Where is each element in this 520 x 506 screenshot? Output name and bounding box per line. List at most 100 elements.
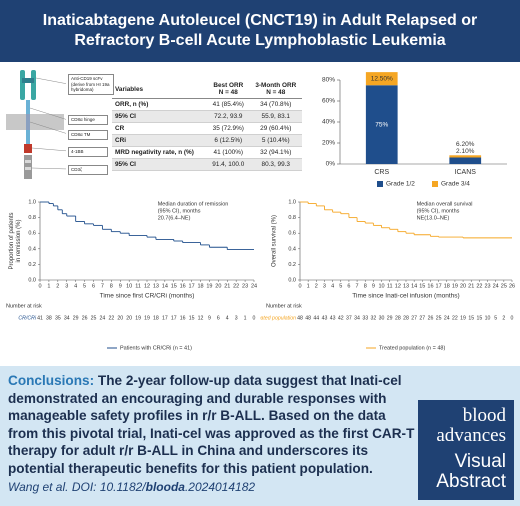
table-cell: ORR, n (%) bbox=[112, 98, 208, 111]
x-tick-label: 11 bbox=[387, 283, 393, 289]
header: Inaticabtagene Autoleucel (CNCT19) in Ad… bbox=[0, 0, 520, 62]
x-tick-label: 17 bbox=[189, 283, 195, 289]
table-cell: 80.3, 99.3 bbox=[249, 158, 302, 171]
legend-label: Patients with CR/CRi (n = 41) bbox=[120, 345, 192, 351]
scfv-heavy bbox=[20, 70, 25, 100]
table-row: CRi 6 (12.5%) 5 (10.4%) bbox=[112, 134, 302, 147]
itam bbox=[25, 160, 31, 163]
risk-count: 20 bbox=[126, 315, 132, 321]
bar-segment bbox=[365, 72, 398, 86]
risk-count: 19 bbox=[144, 315, 150, 321]
risk-count: 19 bbox=[460, 315, 466, 321]
risk-count: 29 bbox=[387, 315, 393, 321]
membrane bbox=[6, 114, 64, 130]
table-cell: 41 (100%) bbox=[207, 146, 250, 159]
x-tick-label: CRS bbox=[374, 169, 389, 176]
x-tick-label: 19 bbox=[206, 283, 212, 289]
x-tick-label: 12 bbox=[395, 283, 401, 289]
table-row: CR 35 (72.9%) 29 (60.4%) bbox=[112, 122, 302, 135]
y-tick-label: 0.0 bbox=[28, 277, 36, 283]
risk-count: 38 bbox=[46, 315, 52, 321]
chart: 0.00.20.40.60.81.00 1 2 3 4 5 6 7 8 9 10 11 12 13 14 15… bbox=[260, 199, 515, 351]
x-tick-label: 5 bbox=[83, 283, 86, 289]
x-tick-label: 13 bbox=[153, 283, 159, 289]
hinge bbox=[26, 100, 30, 114]
risk-count: 27 bbox=[419, 315, 425, 321]
table-cell: 29 (60.4%) bbox=[249, 122, 302, 135]
risk-count: 9 bbox=[208, 315, 211, 321]
y-tick-label: 80% bbox=[322, 77, 335, 84]
annotation: Median duration of remission bbox=[158, 201, 229, 207]
risk-count: 6 bbox=[217, 315, 220, 321]
risk-count: 24 bbox=[444, 315, 450, 321]
x-tick-label: 11 bbox=[135, 283, 141, 289]
risk-count: 25 bbox=[436, 315, 442, 321]
column-header: 3-Month ORR N = 48 bbox=[249, 80, 302, 99]
annotation: NE(13.0–NE) bbox=[417, 215, 450, 221]
leader bbox=[35, 77, 66, 84]
4-1bb-domain bbox=[24, 144, 32, 153]
y-tick-label: 0.2 bbox=[28, 262, 36, 268]
y-tick-label: 0.6 bbox=[28, 231, 36, 237]
x-tick-label: 0 bbox=[298, 283, 301, 289]
risk-count: 22 bbox=[452, 315, 458, 321]
value-label: 12.50% bbox=[371, 75, 393, 82]
y-tick-label: 1.0 bbox=[28, 199, 36, 205]
risk-count: 2 bbox=[502, 315, 505, 321]
x-tick-label: 6 bbox=[92, 283, 95, 289]
x-tick-label: 1 bbox=[307, 283, 310, 289]
leader bbox=[31, 167, 66, 170]
risk-count: 15 bbox=[468, 315, 474, 321]
chart: 0.00.20.40.60.81.00 1 2 3 4 5 6 7 8 9 10 11 12 13 14 15… bbox=[6, 199, 257, 351]
x-tick-label: 22 bbox=[233, 283, 239, 289]
risk-count: 15 bbox=[189, 315, 195, 321]
x-tick-label: 8 bbox=[364, 283, 367, 289]
risk-count: 4 bbox=[226, 315, 229, 321]
x-tick-label: 3 bbox=[65, 283, 68, 289]
leader bbox=[29, 107, 66, 120]
logo-tagline: Visual bbox=[454, 451, 506, 472]
legend-swatch bbox=[432, 181, 438, 187]
table-row: 95% CI 72.2, 93.9 55.9, 83.1 bbox=[112, 110, 302, 123]
risk-count: 37 bbox=[346, 315, 352, 321]
logo-brand: advances bbox=[436, 425, 506, 446]
bar-segment bbox=[449, 155, 482, 158]
legend-swatch bbox=[377, 181, 383, 187]
x-tick-label: 2 bbox=[56, 283, 59, 289]
risk-count: 33 bbox=[362, 315, 368, 321]
x-tick-label: 13 bbox=[403, 283, 409, 289]
table-cell: 35 (72.9%) bbox=[207, 122, 250, 135]
risk-count: 25 bbox=[91, 315, 97, 321]
linker bbox=[26, 130, 30, 144]
x-tick-label: 1 bbox=[47, 283, 50, 289]
y-tick-label: 60% bbox=[322, 98, 335, 105]
y-tick-label: 20% bbox=[322, 140, 335, 147]
risk-count: 42 bbox=[338, 315, 344, 321]
x-tick-label: 16 bbox=[427, 283, 433, 289]
x-tick-label: 3 bbox=[323, 283, 326, 289]
construct-label: CD3ζ bbox=[68, 165, 108, 175]
risk-count: 5 bbox=[494, 315, 497, 321]
y-axis-label-line: Proportion of patients bbox=[9, 212, 15, 269]
risk-count: 41 bbox=[37, 315, 43, 321]
annotation: (95% CI), months bbox=[417, 208, 460, 214]
x-tick-label: 7 bbox=[356, 283, 359, 289]
risk-count: 26 bbox=[82, 315, 88, 321]
risk-count: 34 bbox=[64, 315, 70, 321]
risk-count: 17 bbox=[162, 315, 168, 321]
column-header: Best ORR N = 48 bbox=[207, 80, 250, 99]
y-axis-label: Overall survival (%) bbox=[272, 215, 278, 267]
y-tick-label: 0.8 bbox=[28, 215, 36, 221]
construct-label: 4-1BB bbox=[68, 147, 108, 157]
citation-journal: blooda bbox=[145, 480, 185, 494]
title: Inaticabtagene Autoleucel (CNCT19) in Ad… bbox=[42, 12, 478, 49]
risk-count: 10 bbox=[485, 315, 491, 321]
risk-count: 18 bbox=[153, 315, 159, 321]
x-axis-label: Time since first CR/CRi (months) bbox=[100, 293, 195, 300]
risk-title: Number at risk bbox=[266, 303, 302, 309]
risk-count: 0 bbox=[511, 315, 514, 321]
risk-count: 3 bbox=[235, 315, 238, 321]
table-cell: 72.2, 93.9 bbox=[207, 110, 250, 123]
column-header: Variables bbox=[112, 80, 208, 99]
scfv-linker bbox=[22, 78, 34, 83]
